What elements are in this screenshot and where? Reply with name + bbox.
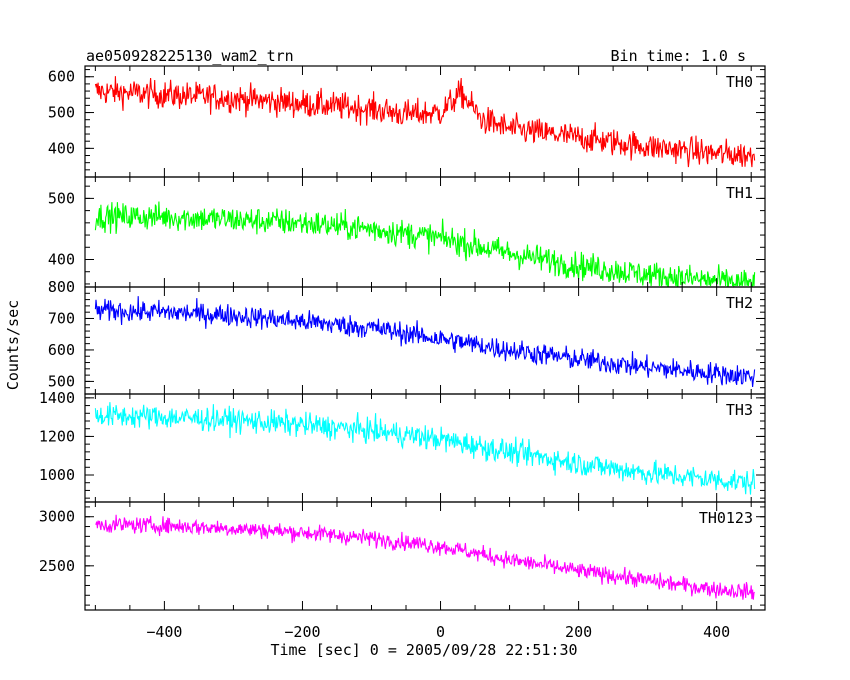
x-tick-label: 400	[703, 623, 730, 641]
panel-label-th2: TH2	[726, 294, 753, 312]
panel-label-th0: TH0	[726, 73, 753, 91]
series-line-th0	[94, 76, 756, 168]
panel-label-th3: TH3	[726, 401, 753, 419]
y-tick-label: 500	[48, 372, 75, 390]
y-tick-label: 500	[48, 104, 75, 122]
y-tick-label: 1200	[39, 427, 75, 445]
y-tick-label: 600	[48, 341, 75, 359]
y-tick-label: 1000	[39, 466, 75, 484]
y-tick-label: 700	[48, 309, 75, 327]
series-line-th2	[94, 296, 756, 388]
series-line-th1	[94, 201, 756, 289]
series-line-th3	[94, 402, 756, 495]
y-tick-label: 600	[48, 68, 75, 86]
y-tick-label: 500	[48, 189, 75, 207]
panel-label-th1: TH1	[726, 184, 753, 202]
panel-label-th0123: TH0123	[699, 509, 753, 527]
chart-title: ae050928225130_wam2_trn	[86, 47, 294, 65]
y-tick-label: 400	[48, 139, 75, 157]
y-tick-label: 3000	[39, 508, 75, 526]
x-tick-label: −200	[284, 623, 320, 641]
x-tick-label: 0	[436, 623, 445, 641]
y-tick-label: 800	[48, 278, 75, 296]
series-line-th0123	[95, 514, 755, 600]
panel-frame-th0123	[84, 501, 766, 611]
y-tick-label: 400	[48, 251, 75, 269]
x-tick-label: 200	[565, 623, 592, 641]
y-tick-label: 2500	[39, 557, 75, 575]
bin-time-label: Bin time: 1.0 s	[611, 47, 746, 65]
y-tick-label: 1400	[39, 389, 75, 407]
x-axis-label: Time [sec] 0 = 2005/09/28 22:51:30	[270, 641, 577, 659]
x-tick-label: −400	[146, 623, 182, 641]
panels-group: 400 500 600 TH0 400 500 TH1 500 600 700 800 TH2 1000…	[39, 65, 766, 641]
y-axis-label: Counts/sec	[4, 300, 22, 390]
